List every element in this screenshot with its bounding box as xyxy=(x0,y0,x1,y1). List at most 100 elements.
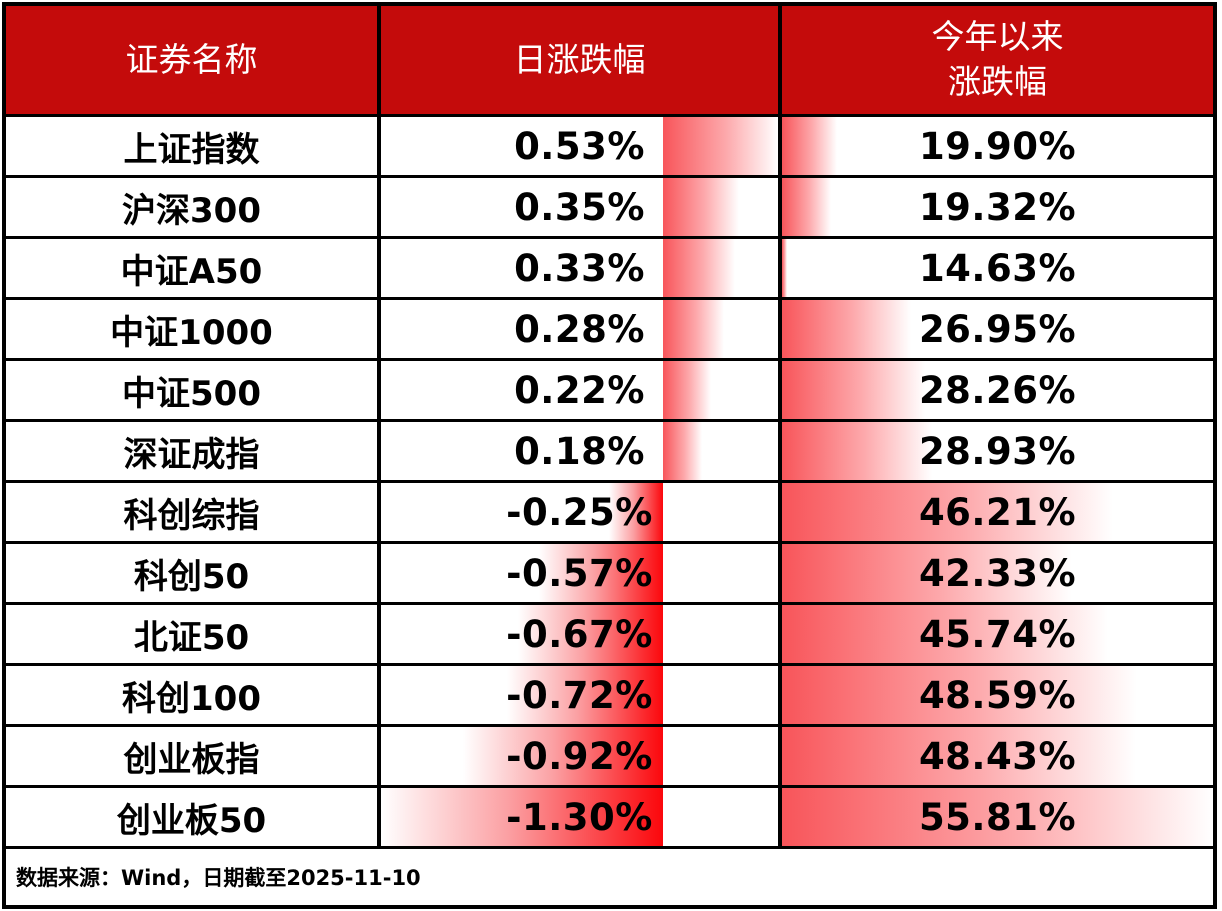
ytd-change-value: 45.74% xyxy=(918,612,1077,656)
index-name: 北证50 xyxy=(133,617,250,658)
daily-change-databar xyxy=(663,178,739,236)
daily-change-cell: -0.92% xyxy=(381,727,782,788)
ytd-change-databar xyxy=(782,666,1138,724)
ytd-change-cell: 46.21% xyxy=(782,483,1213,544)
ytd-change-databar xyxy=(782,544,1072,602)
daily-change-value: -1.30% xyxy=(506,795,653,839)
ytd-change-databar xyxy=(782,239,788,297)
daily-change-value: 0.33% xyxy=(514,246,645,290)
index-name-cell: 科创100 xyxy=(6,666,381,727)
header-daily-change: 日涨跌幅 xyxy=(381,6,782,117)
ytd-change-value: 19.90% xyxy=(918,124,1077,168)
index-name: 上证指数 xyxy=(123,129,260,170)
ytd-change-value: 19.32% xyxy=(918,185,1077,229)
daily-change-cell: -0.25% xyxy=(381,483,782,544)
daily-change-cell: 0.28% xyxy=(381,300,782,361)
ytd-change-databar xyxy=(782,300,911,358)
ytd-change-value: 55.81% xyxy=(918,795,1077,839)
index-name-cell: 创业板50 xyxy=(6,788,381,849)
daily-change-databar xyxy=(663,239,735,297)
daily-change-databar xyxy=(506,666,663,724)
table-row: 沪深300 0.35% 19.32% xyxy=(6,178,1213,239)
table-row: 科创50 -0.57% 42.33% xyxy=(6,544,1213,605)
index-name-cell: 科创综指 xyxy=(6,483,381,544)
daily-change-cell: 0.33% xyxy=(381,239,782,300)
ytd-change-value: 14.63% xyxy=(918,246,1077,290)
index-name-cell: 创业板指 xyxy=(6,727,381,788)
table-row: 深证成指 0.18% 28.93% xyxy=(6,422,1213,483)
ytd-change-databar xyxy=(782,117,838,175)
ytd-change-cell: 26.95% xyxy=(782,300,1213,361)
daily-change-cell: -1.30% xyxy=(381,788,782,849)
ytd-change-value: 26.95% xyxy=(918,307,1077,351)
ytd-change-databar xyxy=(782,483,1113,541)
daily-change-cell: 0.18% xyxy=(381,422,782,483)
table-row: 创业板50 -1.30% 55.81% xyxy=(6,788,1213,849)
table-row: 科创100 -0.72% 48.59% xyxy=(6,666,1213,727)
daily-change-databar xyxy=(381,788,664,846)
ytd-change-cell: 48.43% xyxy=(782,727,1213,788)
table-row: 创业板指 -0.92% 48.43% xyxy=(6,727,1213,788)
daily-change-value: -0.25% xyxy=(506,490,653,534)
daily-change-value: 0.18% xyxy=(514,429,645,473)
table-row: 中证1000 0.28% 26.95% xyxy=(6,300,1213,361)
daily-change-cell: -0.67% xyxy=(381,605,782,666)
table-row: 北证50 -0.67% 45.74% xyxy=(6,605,1213,666)
daily-change-value: 0.22% xyxy=(514,368,645,412)
index-name: 中证A50 xyxy=(120,251,263,292)
index-name-cell: 深证成指 xyxy=(6,422,381,483)
index-name-cell: 沪深300 xyxy=(6,178,381,239)
table-body: 上证指数 0.53% 19.90% 沪深300 0.35% 19.32% 中证A50 0.33… xyxy=(6,117,1213,849)
index-name: 科创50 xyxy=(133,556,250,597)
header-ytd-change: 今年以来 涨跌幅 xyxy=(782,6,1213,117)
daily-change-value: 0.35% xyxy=(514,185,645,229)
index-name: 创业板50 xyxy=(116,800,267,841)
ytd-change-databar xyxy=(782,361,925,419)
index-name-cell: 中证500 xyxy=(6,361,381,422)
daily-change-databar xyxy=(608,483,664,541)
ytd-change-cell: 28.93% xyxy=(782,422,1213,483)
daily-change-databar xyxy=(663,117,778,175)
ytd-change-value: 28.93% xyxy=(918,429,1077,473)
index-name-cell: 中证1000 xyxy=(6,300,381,361)
daily-change-cell: -0.57% xyxy=(381,544,782,605)
index-name: 中证1000 xyxy=(110,312,273,353)
table-row: 上证指数 0.53% 19.90% xyxy=(6,117,1213,178)
ytd-change-cell: 42.33% xyxy=(782,544,1213,605)
ytd-change-cell: 28.26% xyxy=(782,361,1213,422)
daily-change-databar xyxy=(539,544,663,602)
daily-change-databar xyxy=(463,727,663,785)
index-name-cell: 科创50 xyxy=(6,544,381,605)
data-source-note: 数据来源：Wind，日期截至2025-11-10 xyxy=(6,849,1213,905)
daily-change-value: -0.92% xyxy=(506,734,653,778)
ytd-change-value: 28.26% xyxy=(918,368,1077,412)
ytd-change-value: 42.33% xyxy=(918,551,1077,595)
daily-change-databar xyxy=(517,605,664,663)
ytd-change-value: 46.21% xyxy=(918,490,1077,534)
table-row: 中证A50 0.33% 14.63% xyxy=(6,239,1213,300)
daily-change-databar xyxy=(663,361,711,419)
ytd-change-cell: 55.81% xyxy=(782,788,1213,849)
daily-change-cell: -0.72% xyxy=(381,666,782,727)
daily-change-databar xyxy=(663,300,724,358)
daily-change-value: 0.53% xyxy=(514,124,645,168)
ytd-change-value: 48.59% xyxy=(918,673,1077,717)
ytd-change-databar xyxy=(782,788,1213,846)
index-name-cell: 北证50 xyxy=(6,605,381,666)
ytd-change-cell: 48.59% xyxy=(782,666,1213,727)
index-name: 沪深300 xyxy=(122,190,261,231)
index-name-cell: 上证指数 xyxy=(6,117,381,178)
daily-change-value: 0.28% xyxy=(514,307,645,351)
daily-change-value: -0.67% xyxy=(506,612,653,656)
index-name: 创业板指 xyxy=(123,739,260,780)
daily-change-value: -0.57% xyxy=(506,551,653,595)
index-name-cell: 中证A50 xyxy=(6,239,381,300)
ytd-change-databar xyxy=(782,422,932,480)
daily-change-cell: 0.22% xyxy=(381,361,782,422)
ytd-change-cell: 19.90% xyxy=(782,117,1213,178)
ytd-change-cell: 45.74% xyxy=(782,605,1213,666)
index-name: 深证成指 xyxy=(123,434,260,475)
ytd-change-cell: 19.32% xyxy=(782,178,1213,239)
table-row: 中证500 0.22% 28.26% xyxy=(6,361,1213,422)
